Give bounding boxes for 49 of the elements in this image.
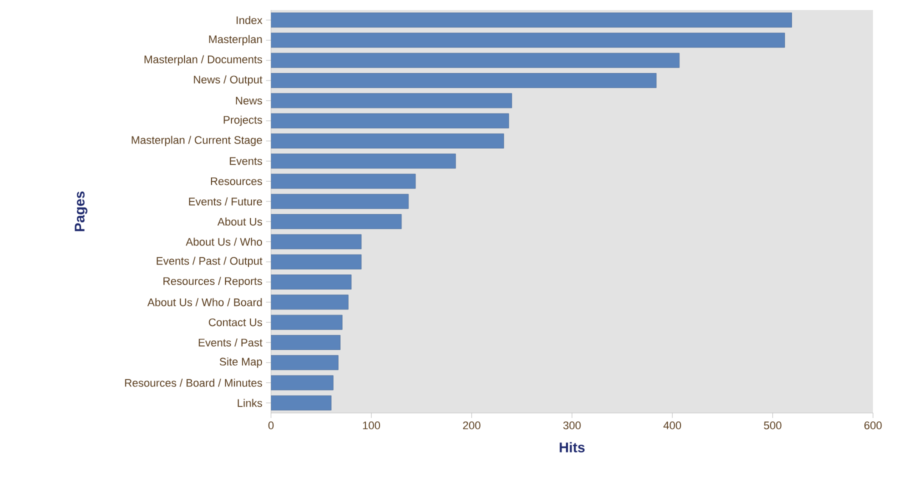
bar: [271, 375, 334, 390]
y-tick-label: Masterplan: [209, 35, 262, 46]
bar: [271, 335, 340, 350]
y-tick-label: Resources / Board / Minutes: [125, 378, 262, 387]
y-tick-label: News / Output: [194, 75, 262, 86]
y-tick-label: Projects: [224, 116, 262, 126]
bar: [271, 93, 512, 108]
bar: [271, 294, 348, 310]
y-tick-label: Contact Us: [208, 318, 262, 326]
y-tick-label: Resources / Reports: [164, 276, 262, 288]
y-tick-label: About Us: [217, 218, 262, 226]
x-tick-label: 200: [463, 422, 480, 430]
bar: [271, 113, 509, 128]
y-tick-label: News: [236, 96, 262, 104]
y-tick-label: Events / Future: [189, 197, 262, 206]
bar: [271, 154, 456, 169]
bar: [271, 174, 416, 189]
x-tick-label: 300: [563, 422, 581, 430]
y-tick-label: Links: [238, 398, 262, 407]
y-tick-label: Masterplan / Current Stage: [132, 136, 262, 146]
bar: [271, 12, 792, 28]
bar: [271, 32, 785, 48]
bar: [271, 355, 338, 370]
bar: [271, 234, 362, 250]
bar: [271, 254, 362, 270]
x-tick-label: 400: [663, 422, 682, 430]
bar: [271, 194, 409, 209]
y-tick-label: About Us / Who / Board: [147, 298, 262, 306]
y-tick-label: About Us / Who: [186, 238, 262, 246]
y-axis-title: Pages: [74, 192, 88, 232]
x-tick-label: 500: [764, 422, 782, 430]
bar: [271, 314, 342, 330]
y-tick-label: Masterplan / Documents: [144, 55, 262, 66]
bar: [271, 52, 680, 68]
y-tick-label: Events / Past / Output: [156, 256, 262, 267]
x-tick-label: 0: [268, 422, 274, 430]
bar: [271, 214, 402, 230]
bar: [271, 274, 352, 290]
x-tick-label: 100: [363, 422, 380, 430]
y-tick-label: Index: [236, 16, 262, 24]
bar: [271, 395, 332, 410]
y-tick-label: Site Map: [220, 358, 262, 368]
x-tick-label: 600: [864, 422, 882, 430]
bar: [271, 134, 504, 148]
y-tick-label: Events: [230, 157, 262, 165]
bar: [271, 73, 656, 88]
x-axis-title: Hits: [560, 442, 585, 452]
y-tick-label: Resources: [211, 177, 262, 186]
y-tick-label: Events / Past: [198, 338, 262, 346]
